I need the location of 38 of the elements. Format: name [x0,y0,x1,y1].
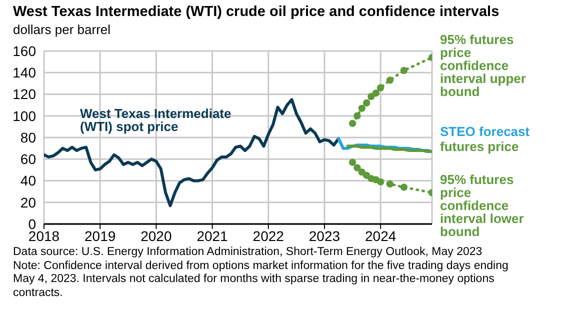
point [354,112,361,120]
y-tick-label: 160 [12,42,36,59]
series-label: 95% futures price confidence interval upper bound [440,32,527,99]
y-tick-label: 40 [20,172,36,189]
y-tick-label: 20 [20,194,36,210]
text: Note: Confidence interval derived from options market information for the five trading days ending May 4, 2023. Intervals not calculated for months with sparse trading in near-the-money options contracts. [13,260,510,300]
point [400,184,408,191]
point [362,99,370,106]
point [354,164,361,172]
y-tick-label: 120 [12,86,36,102]
series-label: futures price [440,139,520,154]
y-tick-label: 140 [12,64,36,81]
point [348,120,356,128]
point [400,66,408,74]
source-note: Data source: U.S. Energy Information Administration, Short-Term Energy Outlook, May 2023 [13,246,484,260]
point [348,158,356,166]
line-series [44,98,340,208]
point [376,178,384,186]
y-tick-label: 80 [20,129,36,146]
x-tick-label: 2023 [308,228,340,244]
chart-title: West Texas Intermediate (WTI) crude oil price and confidence intervals [13,4,500,20]
x-tick-label: 2020 [140,228,172,244]
x-tick-label: 2022 [252,228,284,244]
y-tick-label: 60 [20,151,36,168]
point [386,180,394,188]
point [376,84,384,92]
series-label: 95% futures price confidence interval lower bound [440,172,525,239]
point [372,90,380,97]
series-label: West Texas Intermediate (WTI) spot price [80,106,232,134]
y-tick-label: 100 [12,108,36,124]
series-label: STEO forecast [440,124,531,139]
y-tick-label: 0 [28,216,36,232]
x-tick-label: 2024 [365,228,396,244]
y-axis-title: dollars per barrel [13,22,111,37]
point [358,104,366,112]
point [386,76,394,84]
x-tick-label: 2021 [196,228,228,244]
x-tick-label: 2019 [84,228,116,244]
